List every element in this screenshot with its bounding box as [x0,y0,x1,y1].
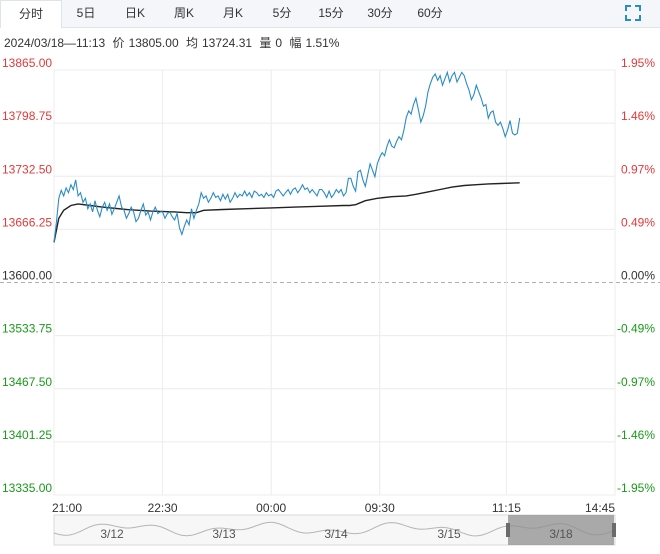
x-tick-label: 11:15 [492,501,521,515]
y-tick-label-left: 13467.50 [2,375,52,389]
y-tick-label-left: 13865.00 [2,56,52,70]
tab-5-day[interactable]: 5日 [76,6,96,20]
y-tick-label-right: -0.49% [617,322,655,336]
y-tick-label-left: 13666.25 [2,215,52,229]
navigator-date-label: 3/14 [324,527,348,541]
y-tick-label-right: -0.97% [617,375,655,389]
y-tick-label-right: 0.49% [621,215,655,229]
y-tick-label-left: 13335.00 [2,481,52,495]
navigator-date-label: 3/12 [100,527,124,541]
y-tick-label-left: 13600.00 [2,269,52,283]
tab-weekly-k[interactable]: 周K [173,6,194,20]
volume-value: 0 [275,36,283,50]
tab-monthly-k[interactable]: 月K [222,6,243,20]
y-tick-label-left: 13533.75 [2,322,52,336]
avg-value: 13724.31 [201,36,253,50]
change-label: 幅 [289,36,302,50]
y-tick-label-left: 13798.75 [2,109,52,123]
y-tick-label-left: 13732.50 [2,162,52,176]
quote-datetime: 2024/03/18—11:13 [4,36,106,50]
navigator-date-label: 3/13 [212,527,236,541]
tab-intraday[interactable]: 分时 [0,0,62,28]
plot-frame [53,69,616,496]
y-tick-label-right: -1.46% [617,428,655,442]
y-tick-label-right: -1.95% [617,481,655,495]
y-tick-label-right: 1.46% [621,109,655,123]
price-value: 13805.00 [128,36,179,50]
price-label: 价 [112,36,125,50]
average-price-line [53,182,520,243]
tab-15-min[interactable]: 15分 [318,6,344,20]
y-tick-label-right: 1.95% [621,56,655,70]
volume-label: 量 [259,36,272,50]
y-tick-label-right: 0.97% [621,162,655,176]
tab-30-min[interactable]: 30分 [367,6,393,20]
y-tick-label-right: 0.00% [621,269,655,283]
x-tick-label: 00:00 [256,501,286,515]
navigator-right-handle[interactable] [612,523,616,537]
change-value: 1.51% [305,36,340,50]
navigator-date-label: 3/18 [549,527,573,541]
x-tick-label: 14:45 [585,501,615,515]
intraday-chart[interactable]: 13865.00 1.95% 13798.75 1.46% 13732.50 0.97% 1… [0,52,660,554]
fullscreen-icon[interactable] [624,4,642,22]
y-tick-label-left: 13401.25 [2,428,52,442]
period-tab-bar: 分时 5日 日K 周K 月K 5分 15分 30分 60分 [0,0,660,28]
tab-5-min[interactable]: 5分 [272,6,292,20]
x-tick-label: 22:30 [148,501,178,515]
price-line [53,70,521,243]
navigator-selection[interactable] [508,515,614,545]
tab-60-min[interactable]: 60分 [417,6,443,20]
x-tick-label: 09:30 [365,501,395,515]
tab-daily-k[interactable]: 日K [124,6,145,20]
navigator-date-label: 3/15 [437,527,461,541]
navigator-left-handle[interactable] [506,523,510,537]
avg-label: 均 [185,36,198,50]
x-tick-label: 21:00 [52,501,82,515]
